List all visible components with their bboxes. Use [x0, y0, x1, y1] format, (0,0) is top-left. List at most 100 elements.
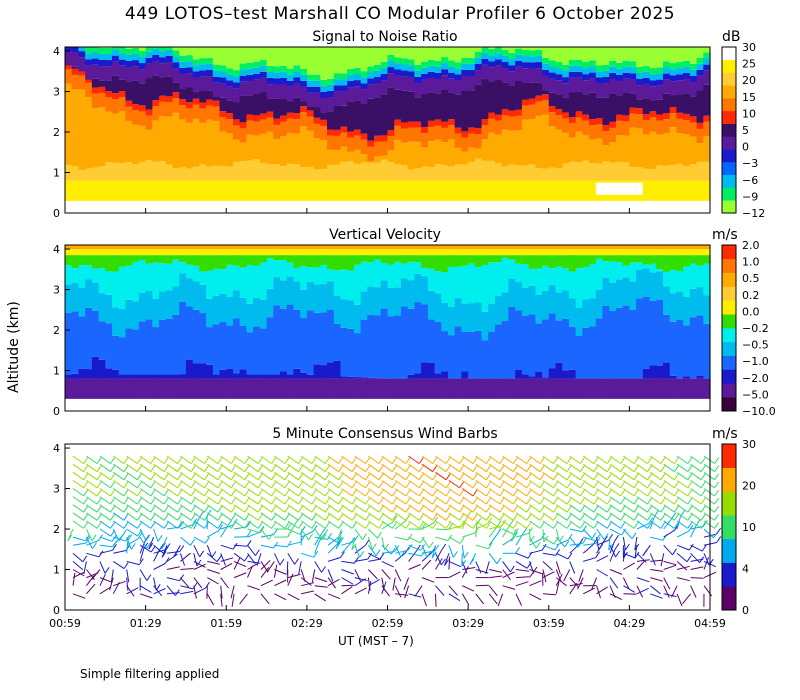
wind-barb-flag — [217, 522, 223, 529]
wind-barb — [260, 488, 272, 497]
wind-barb-flag — [199, 550, 205, 558]
snr-cell — [266, 117, 274, 132]
wind-barb-flag — [83, 505, 89, 513]
wind-barb-flag — [96, 497, 102, 505]
wind-barb — [569, 528, 583, 533]
velocity-cell — [347, 376, 355, 379]
wind-barb — [139, 548, 145, 562]
wind-barb — [381, 585, 390, 597]
velocity-colorbar-label: −10.0 — [742, 405, 776, 418]
snr-cell — [589, 60, 597, 67]
snr-cell — [683, 134, 691, 167]
wind-barb-flag — [190, 505, 196, 513]
wind-barb — [461, 565, 469, 578]
wind-barb — [485, 561, 490, 575]
snr-cell — [306, 74, 315, 81]
velocity-cell — [266, 255, 274, 259]
wind-barb — [488, 526, 498, 538]
velocity-cell — [132, 255, 140, 262]
wind-barb-flag — [284, 473, 290, 481]
velocity-cell — [414, 373, 422, 379]
snr-cell — [488, 118, 496, 133]
wind-barb-flag — [485, 489, 491, 497]
wind-barb — [502, 504, 514, 513]
velocity-cell — [387, 264, 395, 288]
velocity-cell — [65, 374, 73, 379]
snr-cell — [85, 180, 93, 201]
snr-cell — [542, 75, 550, 91]
snr-cell — [481, 58, 489, 65]
wind-barb — [153, 528, 159, 542]
velocity-cell — [65, 378, 73, 399]
wind-barb-flag — [522, 527, 528, 535]
snr-cell — [138, 56, 147, 64]
velocity-cell — [78, 316, 86, 369]
wind-barb — [354, 520, 366, 529]
snr-cell — [622, 135, 630, 163]
snr-cell — [333, 105, 342, 130]
wind-barb-flag — [83, 522, 89, 529]
velocity-cell — [353, 264, 362, 305]
snr-cell — [286, 163, 295, 181]
snr-cell — [313, 47, 321, 75]
snr-cell — [629, 67, 637, 74]
wind-barb-flag — [150, 465, 156, 472]
wind-barb-flag — [686, 555, 692, 562]
snr-cell — [206, 69, 214, 77]
velocity-cell — [327, 378, 335, 399]
wind-barb-flag — [539, 489, 545, 497]
wind-barb-flag — [459, 537, 465, 544]
snr-cell — [179, 61, 187, 68]
wind-barb — [636, 577, 650, 583]
velocity-colorbar-swatch — [722, 314, 736, 329]
wind-barb — [529, 580, 542, 587]
velocity-cell — [656, 249, 664, 256]
velocity-cell — [125, 245, 133, 250]
snr-cell — [535, 49, 543, 56]
snr-cell — [602, 182, 610, 195]
velocity-cell — [387, 316, 395, 379]
wind-barb — [475, 488, 487, 497]
wind-barb — [341, 541, 355, 546]
velocity-cell — [239, 245, 248, 250]
velocity-cell — [71, 282, 80, 312]
velocity-cell — [669, 293, 678, 322]
velocity-cell — [172, 378, 180, 399]
snr-cell — [280, 71, 288, 78]
snr-cell — [568, 180, 577, 201]
snr-cell — [562, 180, 570, 201]
snr-cell — [461, 57, 469, 64]
velocity-cell — [179, 255, 187, 263]
snr-cell — [535, 95, 543, 102]
snr-colorbar-swatch — [722, 174, 736, 188]
wind-barb — [475, 593, 485, 605]
snr-cell — [145, 78, 153, 110]
snr-cell — [152, 120, 160, 162]
snr-cell — [400, 58, 409, 65]
snr-cell — [508, 85, 516, 111]
velocity-cell — [293, 267, 301, 282]
wind-barb-flag — [230, 497, 236, 505]
velocity-cell — [515, 263, 523, 283]
snr-cell — [273, 72, 281, 79]
snr-cell — [589, 72, 597, 79]
wind-barb — [179, 553, 186, 566]
snr-cell — [555, 129, 563, 169]
wind-barb — [368, 463, 380, 473]
snr-cell — [488, 49, 496, 56]
wind-barb — [408, 593, 422, 598]
snr-colorbar-label: 20 — [742, 74, 756, 87]
snr-cell — [521, 119, 530, 166]
wind-barb — [448, 525, 462, 530]
snr-cell — [434, 93, 442, 120]
snr-cell — [152, 75, 160, 101]
wind-barb — [421, 455, 433, 465]
snr-cell — [273, 164, 281, 181]
filter-footnote: Simple filtering applied — [80, 667, 220, 681]
wind-barb — [341, 520, 353, 529]
wind-barb-flag — [459, 457, 465, 464]
velocity-cell — [112, 335, 120, 370]
snr-cell — [689, 63, 698, 70]
snr-cell — [662, 47, 671, 62]
velocity-cell — [461, 255, 469, 266]
